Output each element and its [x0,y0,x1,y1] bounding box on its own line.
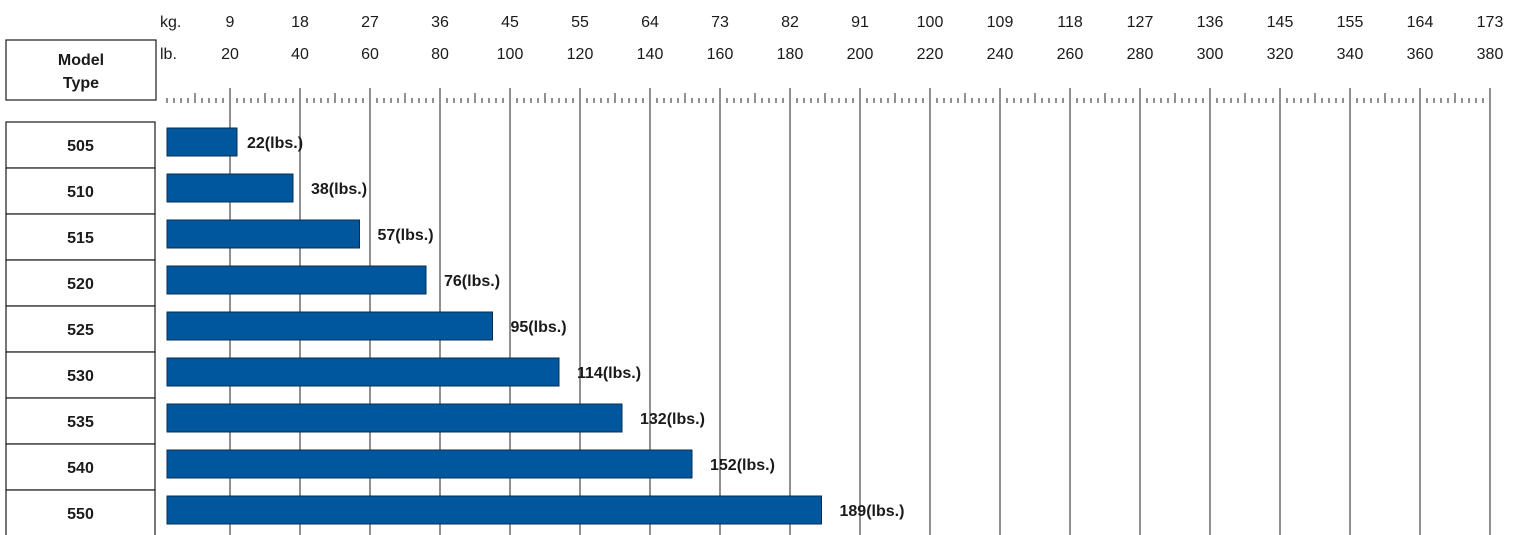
model-row-box [5,443,156,491]
kg-tick-label: 145 [1267,14,1294,31]
axis-minor-ticks [166,93,1484,103]
lb-tick-label: 180 [777,46,804,63]
value-label: 95(lbs.) [511,319,567,336]
value-label: 114(lbs.) [577,365,641,382]
kg-tick-label: 155 [1337,14,1364,31]
model-label: 515 [67,230,94,247]
kg-tick-label: 127 [1127,14,1154,31]
model-label: 535 [67,414,94,431]
kg-tick-label: 27 [361,14,379,31]
lb-tick-label: 80 [431,46,449,63]
lb-tick-label: 60 [361,46,379,63]
bar-510 [166,173,294,203]
model-row-box [5,489,156,535]
model-row-box [5,167,156,215]
value-label: 132(lbs.) [640,411,705,428]
model-row-box [5,305,156,353]
lb-tick-label: 340 [1337,46,1364,63]
lb-tick-label: 220 [917,46,944,63]
model-header-line1: Model [58,52,104,69]
value-label: 189(lbs.) [840,503,905,520]
model-label: 520 [67,276,94,293]
model-label: 510 [67,184,94,201]
lb-axis-label: lb. [160,46,177,63]
bar-530 [166,357,560,387]
axis-tick-labels: kg. lb. 9 18 27 36 45 55 64 73 82 91 100 109 118 127 136… [160,14,1503,63]
lb-tick-label: 280 [1127,46,1154,63]
kg-tick-label: 73 [711,14,729,31]
lb-tick-label: 40 [291,46,309,63]
kg-tick-label: 9 [226,14,235,31]
lb-tick-label: 320 [1267,46,1294,63]
kg-tick-label: 55 [571,14,589,31]
kg-tick-label: 91 [851,14,869,31]
model-row-box [5,351,156,399]
model-row-box [5,121,156,169]
value-label: 152(lbs.) [710,457,775,474]
bar-515 [166,219,360,249]
lb-tick-label: 360 [1407,46,1434,63]
kg-tick-label: 18 [291,14,309,31]
kg-axis-label: kg. [160,14,181,31]
grid-lines [229,88,1491,535]
lb-tick-label: 160 [707,46,734,63]
model-type-header-box [5,39,157,101]
lb-tick-label: 100 [497,46,524,63]
model-label: 550 [67,506,94,523]
bar-550 [166,495,822,525]
kg-tick-label: 100 [917,14,944,31]
model-row-box [5,259,156,307]
bar-505 [166,127,238,157]
bar-540 [166,449,693,479]
value-label: 22(lbs.) [247,135,303,152]
value-labels: 22(lbs.) 38(lbs.) 57(lbs.) 76(lbs.) 95(lbs.)… [247,135,904,520]
lb-tick-label: 200 [847,46,874,63]
model-label: 525 [67,322,94,339]
kg-tick-label: 64 [641,14,659,31]
model-label: 530 [67,368,94,385]
bar-520 [166,265,427,295]
lb-tick-label: 240 [987,46,1014,63]
kg-tick-label: 45 [501,14,519,31]
model-label: 505 [67,138,94,155]
bar-525 [166,311,493,341]
model-rows: 505 510 515 520 525 530 535 540 550 [5,121,156,535]
kg-tick-label: 82 [781,14,799,31]
model-row-box [5,213,156,261]
bars [166,127,822,525]
lb-tick-label: 140 [637,46,664,63]
kg-tick-label: 173 [1477,14,1504,31]
value-label: 38(lbs.) [311,181,367,198]
lb-tick-label: 120 [567,46,594,63]
model-type-header: Model Type [5,39,157,101]
kg-tick-label: 118 [1057,14,1083,31]
model-label: 540 [67,460,94,477]
kg-tick-label: 36 [431,14,449,31]
kg-tick-label: 109 [987,14,1014,31]
lb-tick-label: 380 [1477,46,1504,63]
bar-535 [166,403,623,433]
lb-tick-label: 260 [1057,46,1084,63]
value-label: 76(lbs.) [444,273,500,290]
kg-tick-label: 164 [1407,14,1434,31]
model-header-line2: Type [63,75,99,92]
kg-tick-label: 136 [1197,14,1224,31]
lb-tick-label: 300 [1197,46,1224,63]
value-label: 57(lbs.) [378,227,434,244]
lb-tick-label: 20 [221,46,239,63]
